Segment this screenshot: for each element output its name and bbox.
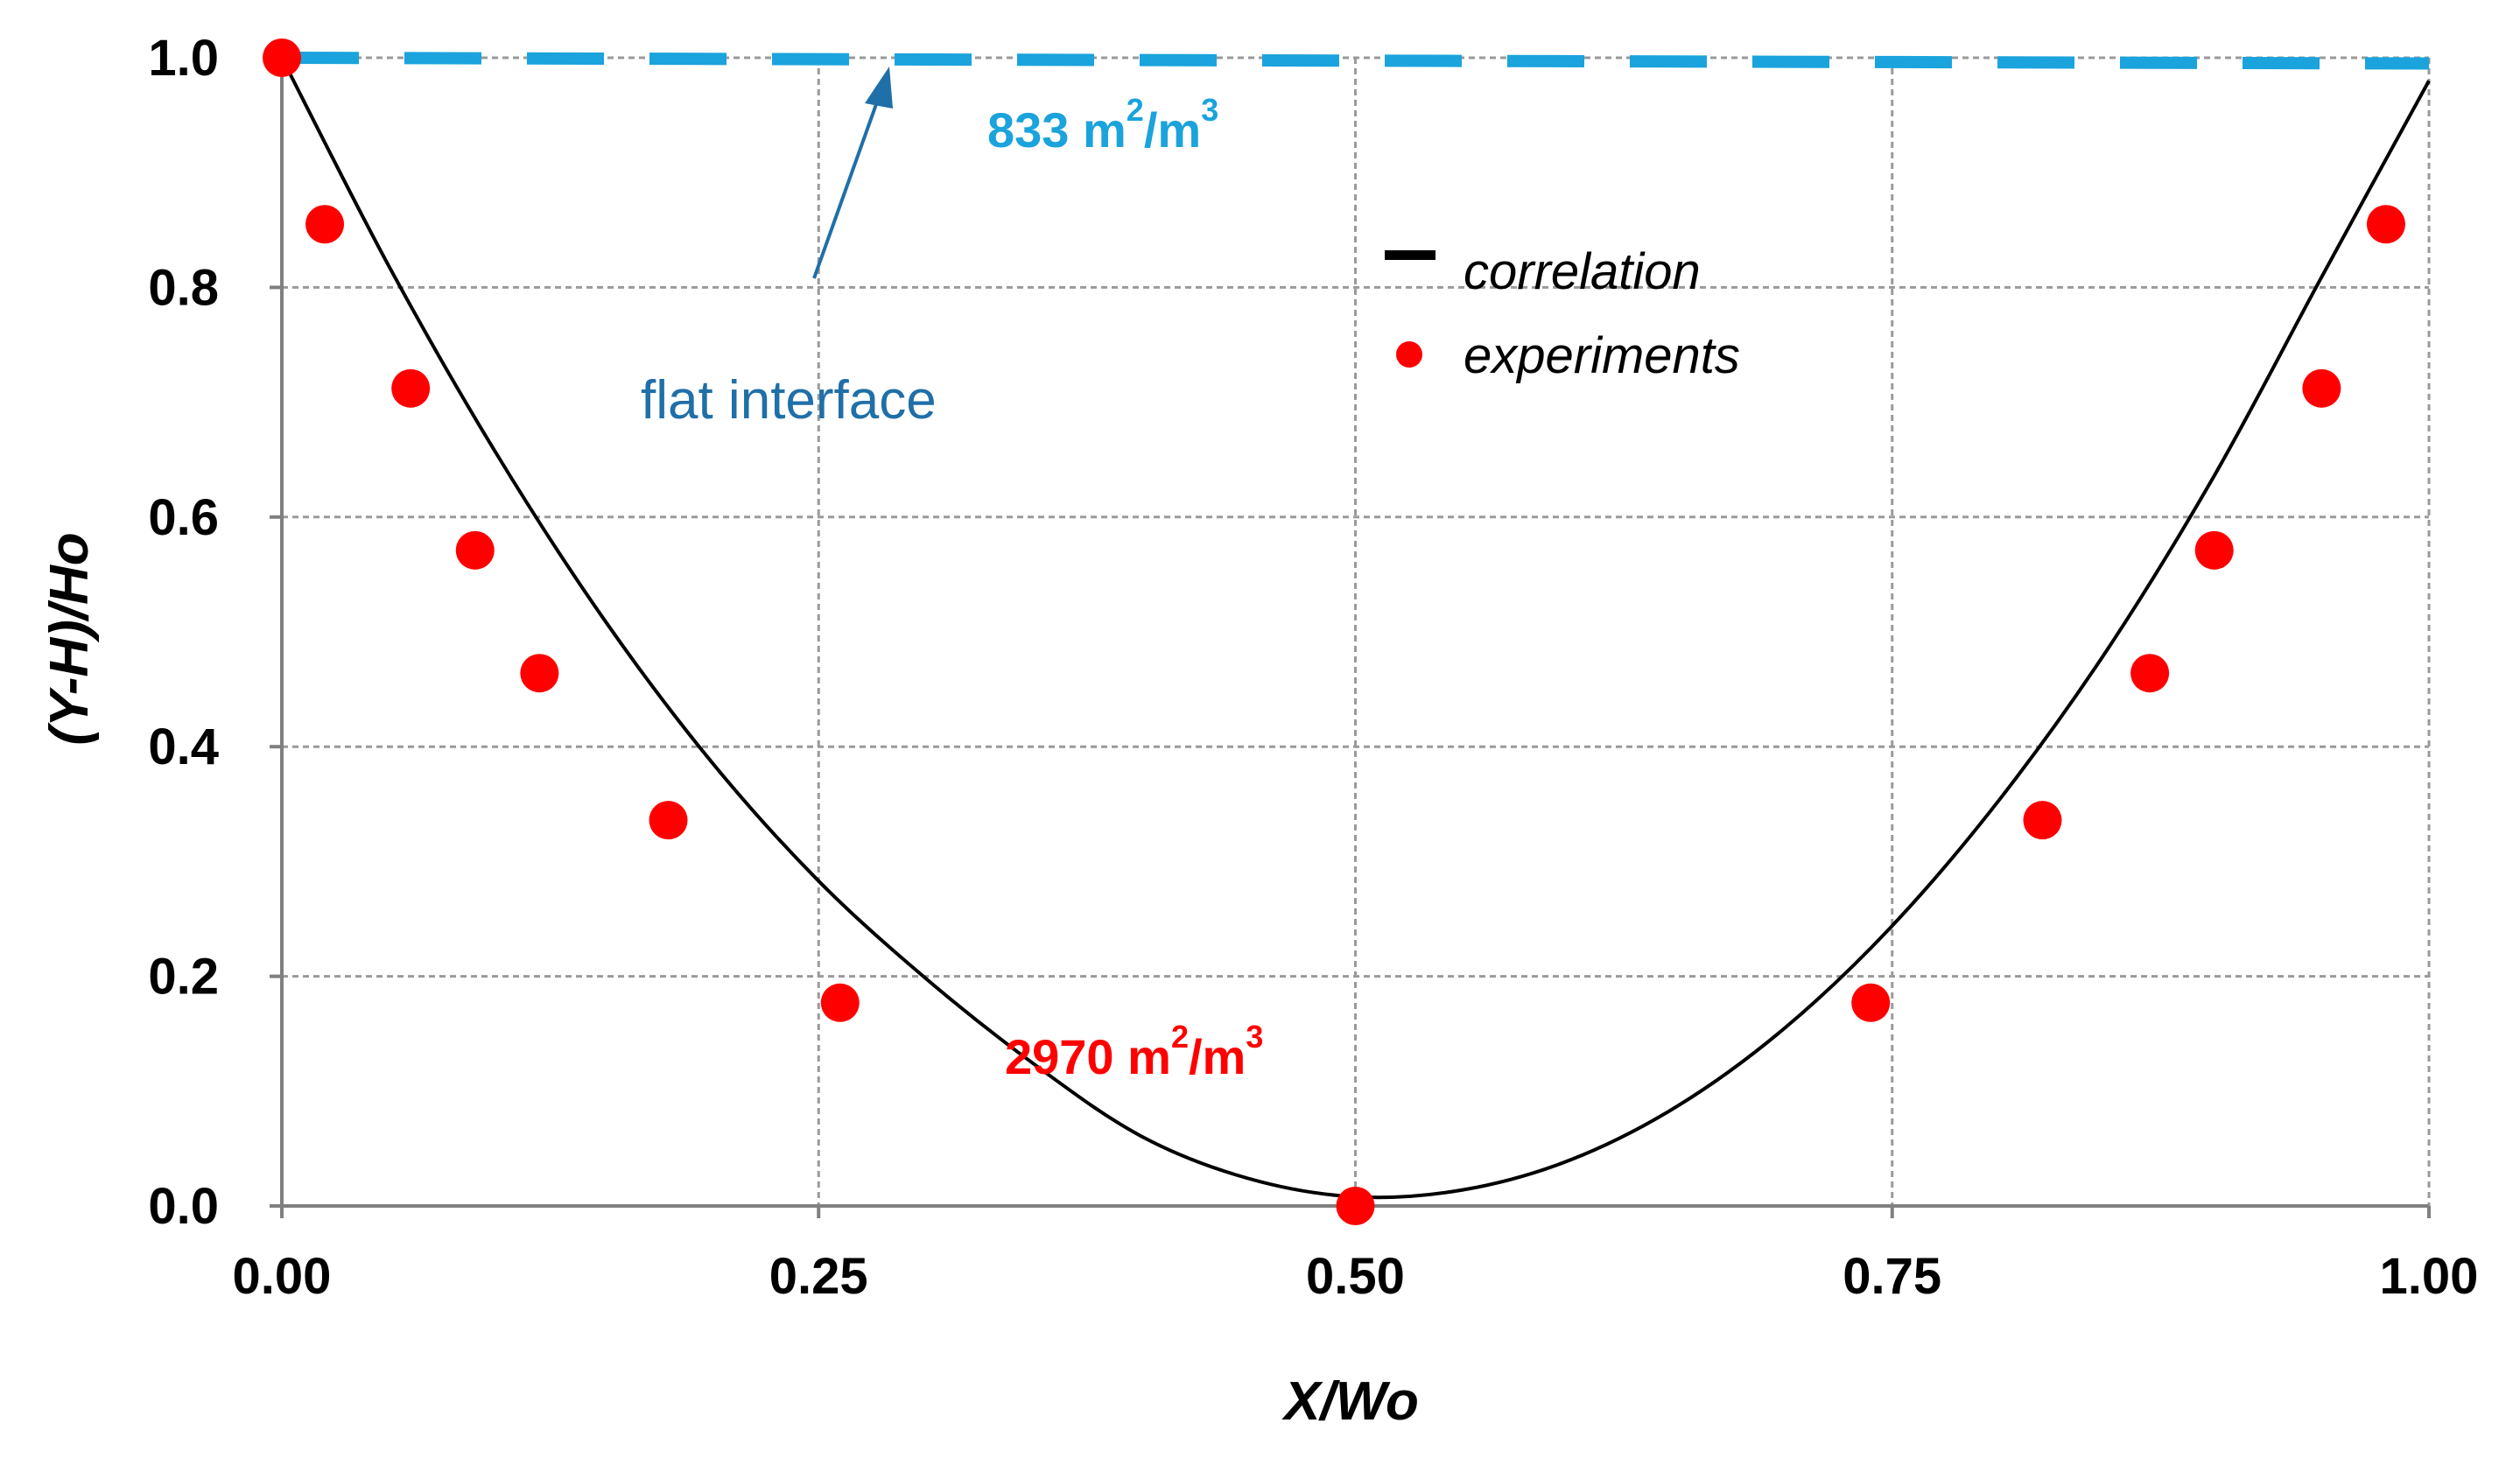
flat-area-sup1: 2 bbox=[1127, 92, 1144, 128]
y-tick-label: 0.8 bbox=[148, 259, 219, 316]
curved-area-sup1: 2 bbox=[1171, 1019, 1189, 1055]
curved-surface-area-label: 2970 m2/m3 bbox=[1005, 1019, 1263, 1084]
x-tick-label: 0.25 bbox=[769, 1248, 868, 1305]
flat-area-sup2: 3 bbox=[1201, 92, 1218, 128]
series-layer bbox=[263, 39, 2431, 1225]
experiment-point bbox=[2130, 654, 2170, 693]
y-tick-label: 0.0 bbox=[148, 1178, 219, 1235]
y-axis-title: (Y-H)/Ho bbox=[39, 532, 100, 745]
y-tick-label: 0.4 bbox=[148, 718, 219, 775]
y-tick-label: 0.2 bbox=[148, 949, 219, 1006]
experiment-point bbox=[1851, 983, 1891, 1022]
experiment-point bbox=[2302, 368, 2341, 408]
experiment-point bbox=[2023, 801, 2062, 840]
x-tick-label: 0.00 bbox=[233, 1248, 332, 1305]
experiment-point bbox=[1336, 1187, 1375, 1225]
experiment-point bbox=[520, 654, 559, 693]
curved-area-value: 2970 m bbox=[1005, 1029, 1171, 1084]
experiment-point bbox=[263, 39, 301, 77]
flat-interface-arrow-head bbox=[865, 67, 893, 109]
flat-area-value: 833 m bbox=[987, 102, 1127, 158]
y-tick-label: 0.6 bbox=[148, 489, 219, 546]
legend-experiments-marker bbox=[1396, 341, 1422, 368]
experiment-point bbox=[305, 205, 345, 244]
y-tick-label: 1.0 bbox=[148, 30, 219, 87]
axis-layer: 0.00 0.25 0.50 0.75 1.00 0.0 0.2 0.4 0.6 0.8 1.0 bbox=[148, 30, 2478, 1305]
experiment-point bbox=[2366, 205, 2405, 244]
flat-area-unit: /m bbox=[1144, 102, 1201, 158]
annotation-layer: flat interface 833 m2/m3 2970 m2/m3 bbox=[641, 67, 1263, 1084]
curved-area-sup2: 3 bbox=[1246, 1019, 1263, 1055]
legend-correlation-swatch bbox=[1385, 250, 1435, 260]
flat-surface-area-label: 833 m2/m3 bbox=[987, 92, 1218, 158]
legend-experiments-label: experiments bbox=[1464, 327, 1740, 384]
legend: correlation experiments bbox=[1385, 243, 1740, 384]
experiment-point bbox=[649, 801, 688, 840]
flat-interface-line bbox=[281, 52, 2430, 70]
experiment-point bbox=[2194, 530, 2234, 570]
x-tick-label: 0.50 bbox=[1306, 1248, 1405, 1305]
x-tick-label: 0.75 bbox=[1843, 1248, 1941, 1305]
experiment-point bbox=[391, 368, 431, 408]
legend-correlation-label: correlation bbox=[1464, 243, 1701, 300]
experiment-point bbox=[820, 983, 860, 1022]
curved-area-unit: /m bbox=[1189, 1029, 1246, 1084]
grid-layer bbox=[282, 56, 2431, 1206]
x-tick-label: 1.00 bbox=[2380, 1248, 2479, 1305]
experiment-point bbox=[455, 530, 495, 570]
x-axis-title: X/Wo bbox=[1281, 1371, 1419, 1432]
axis-labels-layer: X/Wo (Y-H)/Ho bbox=[39, 532, 1419, 1432]
flat-interface-label: flat interface bbox=[641, 370, 937, 431]
flat-interface-arrow bbox=[812, 94, 881, 279]
